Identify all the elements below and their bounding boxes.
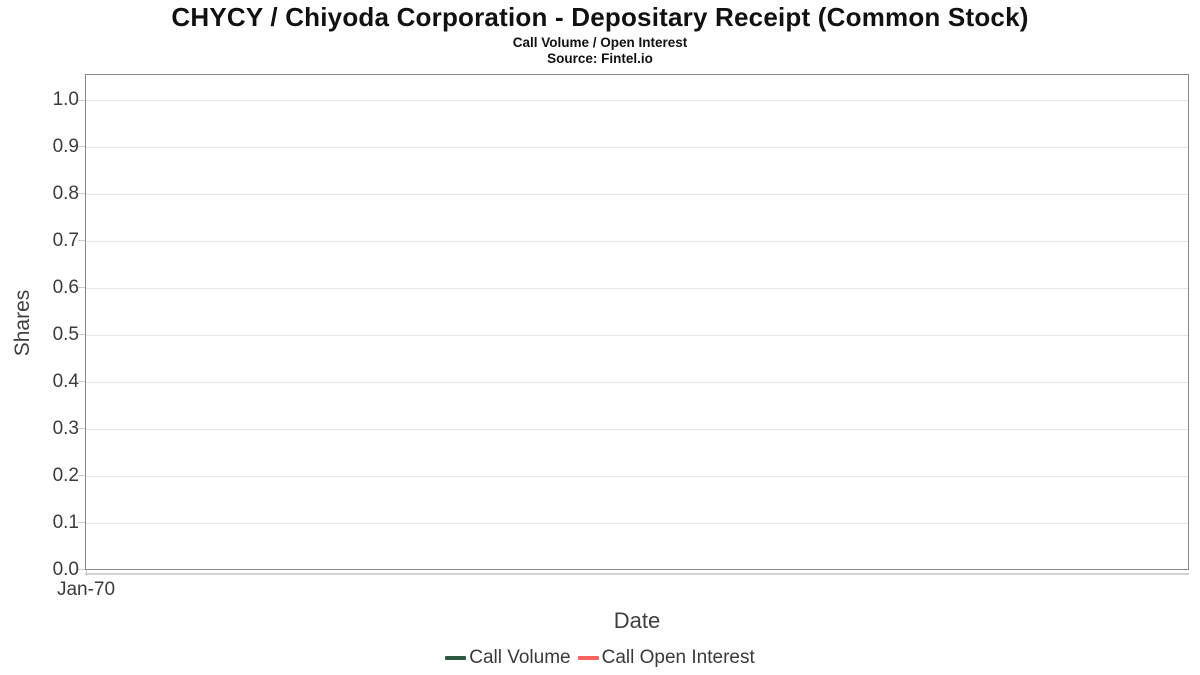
legend-item-call-open-interest[interactable]: Call Open Interest (577, 646, 755, 670)
legend-label-call-open-interest: Call Open Interest (601, 647, 755, 668)
y-tick-mark (78, 99, 85, 101)
plot-area (85, 74, 1189, 570)
x-tick-label: Jan-70 (56, 579, 116, 600)
legend-label-call-volume: Call Volume (469, 647, 571, 668)
y-gridline (86, 334, 1188, 336)
y-gridline (86, 381, 1188, 383)
y-gridline (86, 428, 1188, 430)
y-gridline (86, 287, 1188, 289)
y-tick-label: 0.4 (52, 370, 79, 392)
y-tick-label: 0.3 (52, 417, 79, 439)
y-tick-label: 0.2 (52, 464, 79, 486)
y-tick-mark (78, 475, 85, 477)
chart-source: Source: Fintel.io (547, 51, 653, 66)
x-tick-mark (86, 570, 87, 576)
call-volume-line-marker (445, 656, 467, 660)
y-tick-mark (78, 428, 85, 430)
y-gridline (86, 475, 1188, 477)
y-gridline (86, 193, 1188, 195)
chart-subtitle: Call Volume / Open Interest (512, 35, 688, 50)
y-tick-label: 0.8 (52, 182, 79, 204)
y-gridline (86, 146, 1188, 148)
y-tick-label: 0.6 (52, 276, 79, 298)
y-tick-mark (78, 193, 85, 195)
y-tick-label: 0.1 (52, 511, 79, 533)
y-gridline (86, 100, 1188, 101)
y-gridline (86, 522, 1188, 524)
y-tick-mark (78, 569, 85, 570)
x-axis-line (85, 573, 1189, 575)
y-tick-mark (78, 381, 85, 383)
y-tick-label: 1.0 (52, 89, 79, 110)
call-open-interest-line-marker (577, 656, 599, 660)
y-tick-mark (78, 240, 85, 242)
legend: Call Volume Call Open Interest (0, 646, 1200, 670)
legend-item-call-volume[interactable]: Call Volume (445, 646, 571, 670)
y-tick-mark (78, 287, 85, 289)
y-tick-label: 0.9 (52, 135, 79, 157)
y-tick-mark (78, 334, 85, 336)
y-tick-label: 0.7 (52, 229, 79, 251)
y-tick-label: 0.5 (52, 323, 79, 345)
y-tick-mark (78, 146, 85, 148)
y-tick-mark (78, 522, 85, 524)
y-gridline (86, 240, 1188, 242)
chart-title: CHYCY / Chiyoda Corporation - Depositary… (171, 2, 1029, 32)
y-tick-label: 0.0 (52, 558, 79, 580)
x-axis-title: Date (613, 608, 661, 633)
